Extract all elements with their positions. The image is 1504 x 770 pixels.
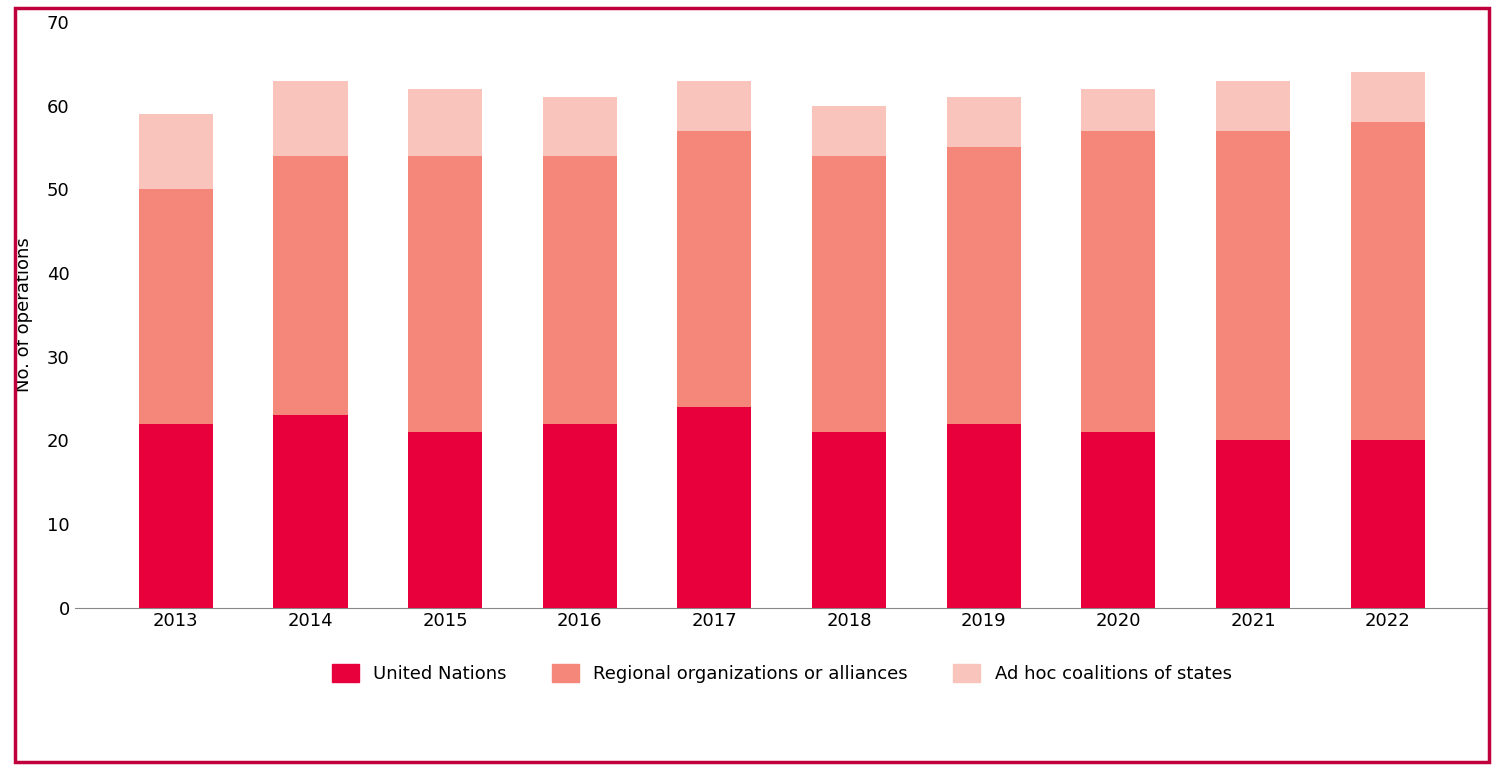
Bar [408, 156, 483, 432]
Bar [274, 156, 347, 415]
Bar [946, 97, 1021, 148]
Bar [274, 415, 347, 608]
Bar [543, 156, 617, 424]
Bar [1081, 131, 1155, 432]
Bar [138, 189, 214, 424]
Y-axis label: No. of operations: No. of operations [15, 237, 33, 392]
Bar [1081, 89, 1155, 131]
Bar [543, 97, 617, 156]
Bar [1217, 440, 1290, 608]
Bar [1217, 131, 1290, 440]
Bar [677, 81, 752, 131]
Bar [946, 148, 1021, 424]
Bar [138, 114, 214, 189]
Bar [812, 156, 886, 432]
Bar [1351, 122, 1424, 440]
Bar [1351, 72, 1424, 122]
Bar [1081, 432, 1155, 608]
Bar [1217, 81, 1290, 131]
Bar [408, 432, 483, 608]
Bar [138, 424, 214, 608]
Bar [274, 81, 347, 156]
Bar [408, 89, 483, 156]
Bar [812, 432, 886, 608]
Bar [946, 424, 1021, 608]
Bar [1351, 440, 1424, 608]
Bar [677, 407, 752, 608]
Bar [677, 131, 752, 407]
Legend: United Nations, Regional organizations or alliances, Ad hoc coalitions of states: United Nations, Regional organizations o… [323, 654, 1241, 692]
Bar [812, 105, 886, 156]
Bar [543, 424, 617, 608]
